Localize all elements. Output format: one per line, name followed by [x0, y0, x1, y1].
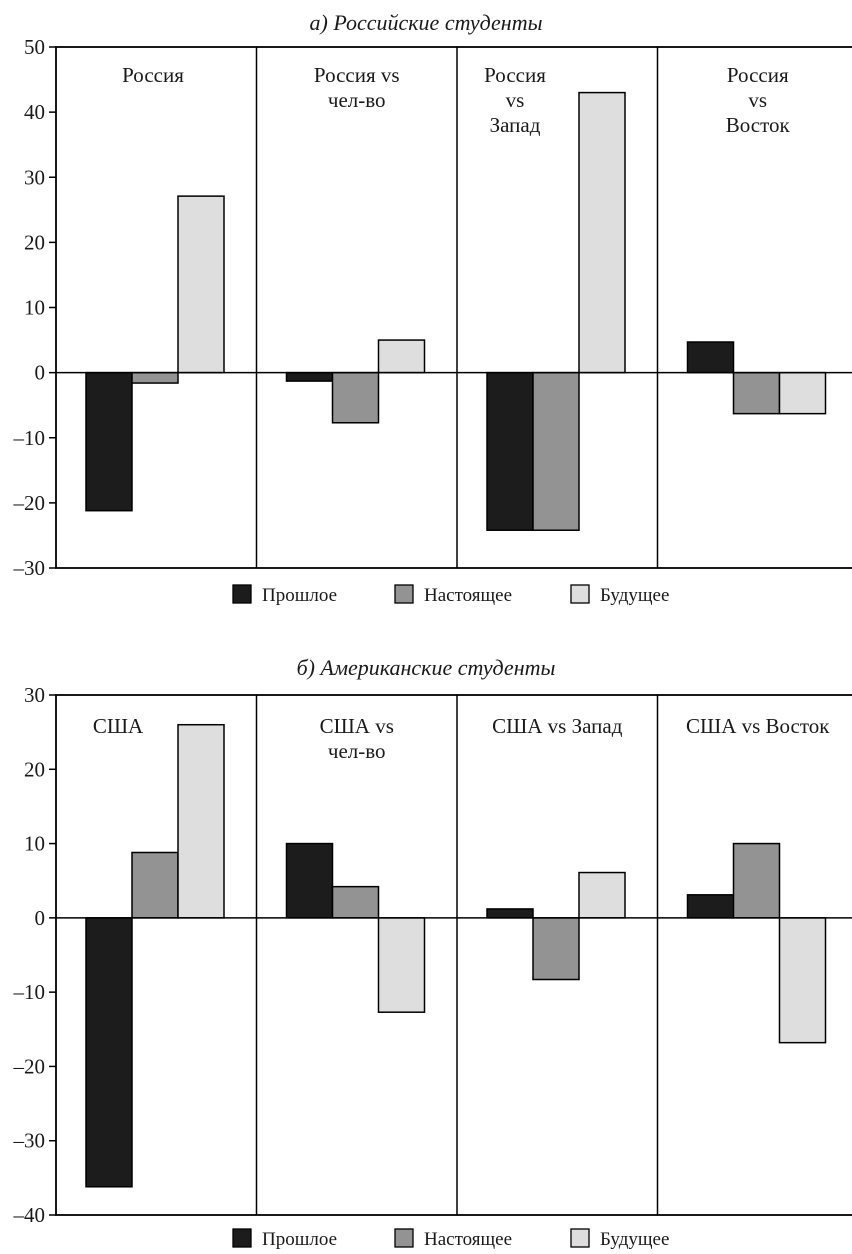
legend-swatch-present	[394, 1228, 414, 1248]
bar-past-3	[686, 894, 735, 919]
bar-past-1	[285, 842, 334, 919]
bar-present-3	[732, 371, 781, 415]
panel-label: Запад	[490, 113, 541, 137]
panel-label: чел-во	[328, 739, 386, 763]
plot-frame	[55, 46, 852, 569]
bar-present-0	[131, 371, 179, 384]
panel-label: vs	[506, 88, 525, 112]
legend-label: Будущее	[600, 585, 669, 606]
y-tick-label: –10	[13, 426, 46, 450]
y-tick-label: 10	[24, 296, 45, 320]
plot-frame	[55, 694, 852, 1216]
y-tick-label: 0	[35, 906, 46, 930]
bar-past-0	[85, 917, 133, 1188]
y-tick-label: 0	[35, 361, 46, 385]
legend-label: Будущее	[600, 1229, 669, 1250]
legend-swatch-present	[394, 584, 414, 604]
y-tick-label: 10	[24, 832, 45, 856]
panel-label: Россия	[484, 63, 546, 87]
panel-label: США	[93, 714, 144, 738]
bar-future-2	[578, 871, 626, 919]
panel-label: Восток	[726, 113, 791, 137]
bar-present-2	[532, 371, 580, 531]
y-tick-label: 30	[24, 683, 45, 707]
y-tick-label: 30	[24, 165, 45, 189]
y-tick-label: 50	[24, 35, 45, 59]
legend-label: Настоящее	[424, 585, 512, 606]
legend-swatch-future	[570, 1228, 590, 1248]
chart-0: а) Российские студенты 50 40 30 20 10 0 –10 –20 –…	[13, 10, 852, 606]
legend-swatch-past	[232, 584, 252, 604]
bar-past-3	[686, 341, 735, 374]
y-tick-label: –20	[13, 491, 46, 515]
chart-title: б) Американские студенты	[297, 655, 556, 680]
panel-label: США vs Восток	[686, 714, 830, 738]
panel-label: Россия vs	[314, 63, 400, 87]
bar-past-0	[85, 371, 133, 512]
bar-past-2	[486, 908, 534, 919]
bar-present-1	[331, 885, 380, 919]
panel-label: Россия	[727, 63, 789, 87]
legend-swatch-future	[570, 584, 590, 604]
legend-label: Прошлое	[262, 585, 337, 606]
bar-future-1	[377, 339, 426, 374]
y-tick-label: –40	[13, 1203, 46, 1227]
bar-future-0	[177, 723, 225, 919]
y-tick-label: –10	[13, 980, 46, 1004]
bar-future-0	[177, 195, 225, 374]
panel-label: США vs	[320, 714, 394, 738]
y-tick-label: –30	[13, 1129, 46, 1153]
bar-present-0	[131, 851, 179, 919]
panel-label: США vs Запад	[492, 714, 623, 738]
y-tick-label: –20	[13, 1054, 46, 1078]
y-tick-label: –30	[13, 556, 46, 580]
y-tick-label: 20	[24, 230, 45, 254]
panel-label: Россия	[122, 63, 184, 87]
chart-1: б) Американские студенты 30 20 10 0 –10 –20 –30…	[13, 655, 852, 1250]
legend-label: Настоящее	[424, 1229, 512, 1250]
bar-present-2	[532, 917, 580, 981]
bar-future-1	[377, 917, 426, 1013]
bar-future-2	[578, 91, 626, 374]
chart-title: а) Российские студенты	[310, 10, 543, 35]
bar-future-3	[778, 371, 827, 415]
panel-label: vs	[748, 88, 767, 112]
bar-future-3	[778, 917, 827, 1044]
y-tick-label: 40	[24, 100, 45, 124]
bar-present-1	[331, 371, 380, 424]
legend-swatch-past	[232, 1228, 252, 1248]
panel-label: чел-во	[328, 88, 386, 112]
bar-present-3	[732, 842, 781, 919]
y-tick-label: 20	[24, 757, 45, 781]
bar-past-2	[486, 371, 534, 531]
bar-past-1	[285, 371, 334, 382]
legend-label: Прошлое	[262, 1229, 337, 1250]
